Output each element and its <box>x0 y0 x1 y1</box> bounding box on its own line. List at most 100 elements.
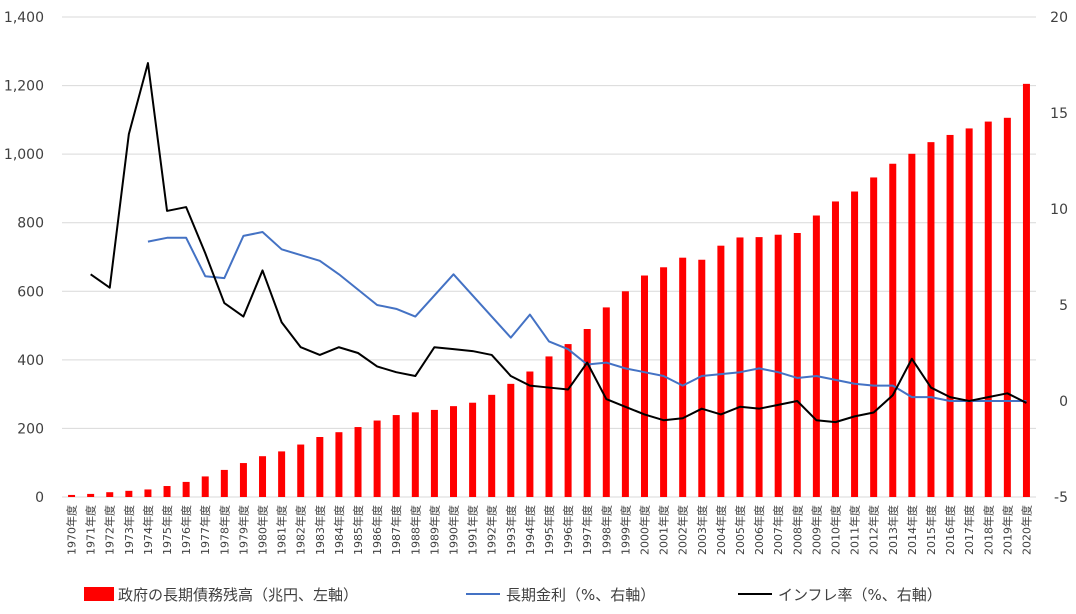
x-tick-label: 1997年度 <box>580 505 594 555</box>
y-right-tick-label: -5 <box>1054 490 1068 506</box>
x-tick-label: 1996年度 <box>561 505 575 555</box>
x-tick-label: 1998年度 <box>599 505 613 555</box>
bar <box>411 412 419 497</box>
x-tick-label: 1983年度 <box>313 505 327 555</box>
x-axis: 1970年度 1971年度 1972年度 1973年度 1974年度 1975年度 1976… <box>65 505 1034 555</box>
x-tick-label: 1979年度 <box>236 505 250 555</box>
y-left-tick-label: 1,400 <box>4 10 44 26</box>
y-right-tick-label: 0 <box>1059 394 1068 410</box>
bar <box>1022 83 1030 497</box>
x-tick-label: 2012年度 <box>867 505 881 555</box>
x-tick-label: 2010年度 <box>828 505 842 555</box>
x-tick-label: 1991年度 <box>466 505 480 555</box>
x-tick-label: 2005年度 <box>733 505 747 555</box>
bar <box>430 409 438 497</box>
bar <box>488 394 496 497</box>
bar <box>259 456 267 497</box>
x-tick-label: 2006年度 <box>752 505 766 555</box>
x-tick-label: 2016年度 <box>943 505 957 555</box>
x-tick-label: 1994年度 <box>523 505 537 555</box>
bar-series-debt <box>68 83 1030 498</box>
bar <box>946 134 954 497</box>
x-tick-label: 1985年度 <box>351 505 365 555</box>
x-tick-label: 2017年度 <box>962 505 976 555</box>
bar <box>870 177 878 497</box>
bar <box>68 494 76 497</box>
x-tick-label: 1976年度 <box>179 505 193 555</box>
x-tick-label: 1980年度 <box>256 505 270 555</box>
x-tick-label: 1992年度 <box>485 505 499 555</box>
bar <box>564 344 572 497</box>
x-tick-label: 2003年度 <box>695 505 709 555</box>
bar <box>717 245 725 497</box>
x-tick-label: 1987年度 <box>389 505 403 555</box>
legend: 政府の長期債務残高（兆円、左軸） 長期金利（%、右軸） インフレ率（%、右軸） <box>84 586 942 604</box>
bar <box>450 406 458 497</box>
bar <box>220 469 228 497</box>
bar <box>144 489 152 497</box>
bar <box>621 291 629 497</box>
x-tick-label: 2007年度 <box>771 505 785 555</box>
x-tick-label: 2004年度 <box>714 505 728 555</box>
bar <box>469 402 477 497</box>
x-tick-label: 1989年度 <box>427 505 441 555</box>
bar <box>278 451 286 497</box>
x-tick-label: 1988年度 <box>408 505 422 555</box>
x-tick-label: 2013年度 <box>886 505 900 555</box>
bar <box>526 371 534 497</box>
x-tick-label: 2015年度 <box>924 505 938 555</box>
x-tick-label: 2019年度 <box>1000 505 1014 555</box>
x-tick-label: 2011年度 <box>848 505 862 555</box>
x-tick-label: 1986年度 <box>370 505 384 555</box>
x-tick-label: 2014年度 <box>905 505 919 555</box>
x-tick-label: 1981年度 <box>275 505 289 555</box>
bar <box>335 432 343 497</box>
bar <box>163 486 171 497</box>
x-tick-label: 1978年度 <box>217 505 231 555</box>
x-tick-label: 1990年度 <box>447 505 461 555</box>
x-tick-label: 1973年度 <box>122 505 136 555</box>
x-tick-label: 1993年度 <box>504 505 518 555</box>
legend-label-long-term-rate: 長期金利（%、右軸） <box>506 586 655 604</box>
bar <box>316 437 324 497</box>
bar <box>239 463 247 497</box>
x-tick-label: 1974年度 <box>141 505 155 555</box>
x-tick-label: 1977年度 <box>198 505 212 555</box>
bar <box>660 267 668 497</box>
x-tick-label: 1971年度 <box>84 505 98 555</box>
x-tick-label: 2008年度 <box>790 505 804 555</box>
bar <box>201 476 209 497</box>
bar <box>640 275 648 497</box>
bar <box>736 237 744 497</box>
y-left-tick-label: 1,000 <box>4 147 44 163</box>
y-left-tick-label: 200 <box>17 421 44 437</box>
legend-swatch-debt <box>84 587 114 601</box>
bar <box>602 307 610 497</box>
y-right-tick-label: 15 <box>1050 106 1068 122</box>
bar <box>812 215 820 497</box>
line-series <box>90 62 1027 424</box>
x-tick-label: 1970年度 <box>65 505 79 555</box>
bar <box>1003 117 1011 498</box>
y-left-tick-label: 1,200 <box>4 79 44 95</box>
legend-label-inflation: インフレ率（%、右軸） <box>778 586 942 604</box>
x-tick-label: 2000年度 <box>637 505 651 555</box>
y-left-tick-label: 600 <box>17 284 44 300</box>
bar <box>984 121 992 498</box>
bar <box>106 492 114 497</box>
bar <box>297 444 305 497</box>
bar <box>698 259 706 497</box>
bar <box>965 128 973 497</box>
y-left-tick-label: 400 <box>17 353 44 369</box>
bar <box>679 257 687 497</box>
line-inflation <box>90 62 1027 424</box>
bar <box>354 427 362 497</box>
x-tick-label: 2020年度 <box>1019 505 1033 555</box>
bar <box>125 490 133 497</box>
x-tick-label: 2018年度 <box>981 505 995 555</box>
bar <box>507 383 515 497</box>
bar <box>583 329 591 497</box>
bar <box>755 237 763 497</box>
bar <box>545 356 553 497</box>
